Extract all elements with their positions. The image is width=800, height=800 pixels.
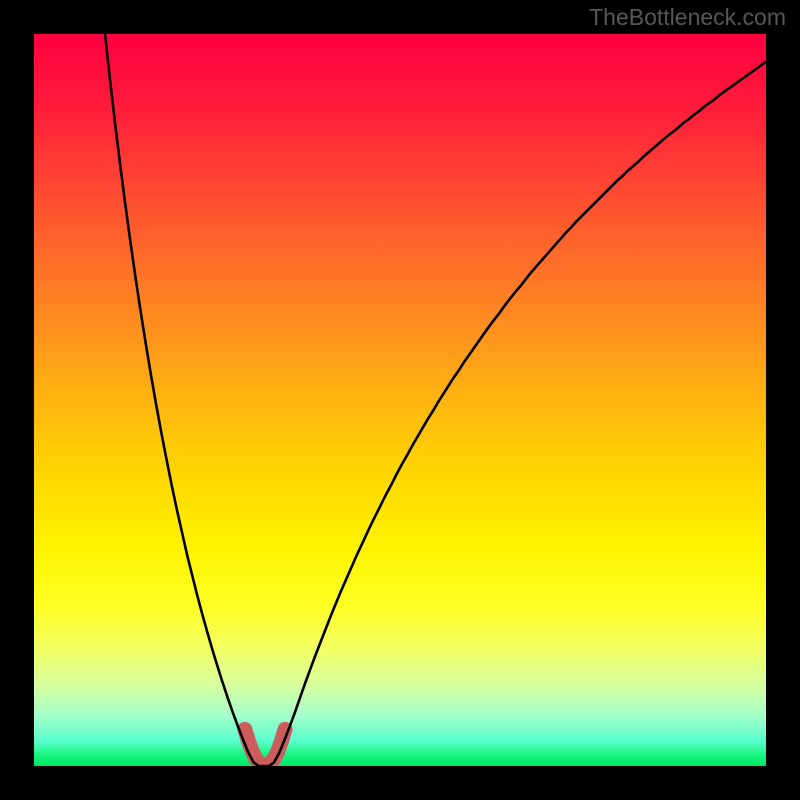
chart-background	[34, 34, 766, 766]
watermark-text: TheBottleneck.com	[589, 4, 786, 31]
bottleneck-curve-chart	[0, 0, 800, 800]
